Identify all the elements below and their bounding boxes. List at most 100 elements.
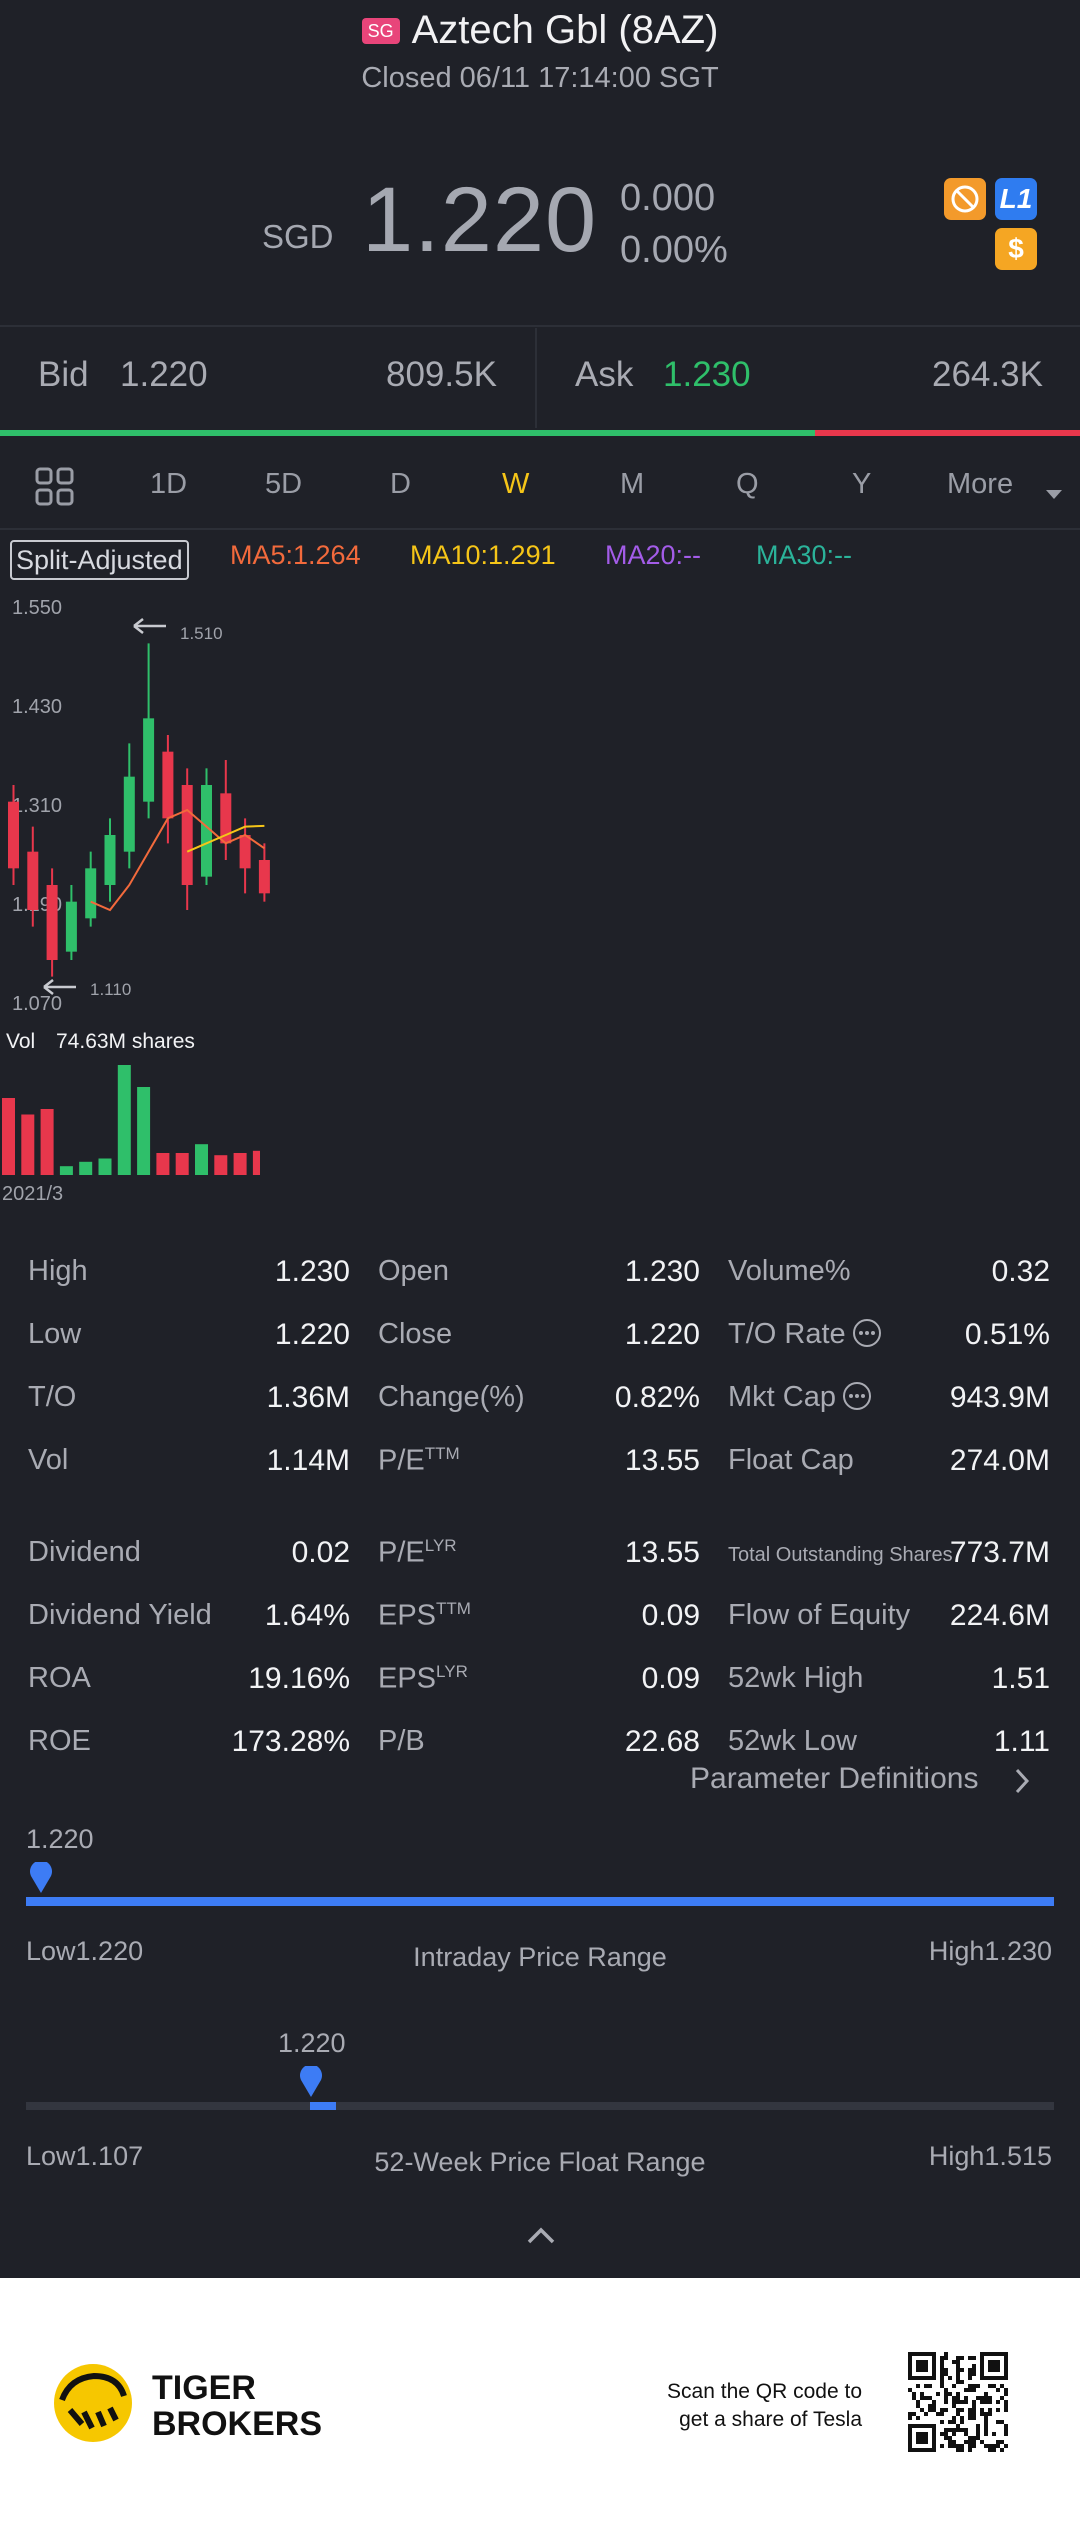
stat-value: 773.7M xyxy=(949,1536,1050,1569)
chart-layout-icon[interactable] xyxy=(34,466,76,516)
level1-icon[interactable]: L1 xyxy=(995,178,1037,220)
candle-body xyxy=(258,860,270,894)
qr-module xyxy=(952,2432,956,2436)
week52-high: High1.515 xyxy=(928,2141,1052,2171)
tab-1d[interactable]: 1D xyxy=(150,468,188,500)
qr-module xyxy=(940,2364,944,2368)
min-price-marker: 1.110 xyxy=(90,980,132,999)
ask-label: Ask xyxy=(575,355,634,394)
qr-module xyxy=(1004,2404,1008,2408)
qr-module xyxy=(1004,2428,1008,2432)
stat-value: 1.64% xyxy=(264,1599,350,1632)
tab-m[interactable]: M xyxy=(620,468,645,500)
stat-value: 1.36M xyxy=(266,1381,350,1414)
location-pin-icon xyxy=(300,2066,322,2097)
tab-q[interactable]: Q xyxy=(736,468,759,500)
candlestick-chart[interactable] xyxy=(0,600,1080,1020)
chevron-down-icon[interactable] xyxy=(1045,476,1063,509)
qr-module xyxy=(956,2412,960,2416)
tab-y[interactable]: Y xyxy=(852,468,872,500)
volume-bar xyxy=(252,1150,260,1175)
y-tick: 1.310 xyxy=(12,795,63,817)
qr-module xyxy=(980,2408,984,2412)
qr-module xyxy=(976,2424,980,2428)
y-tick: 1.550 xyxy=(12,597,63,619)
stat-value: 13.55 xyxy=(624,1444,700,1477)
more-info-icon[interactable] xyxy=(852,1318,882,1348)
tab-5d[interactable]: 5D xyxy=(265,468,303,500)
candle-body xyxy=(201,785,212,877)
qr-module xyxy=(972,2368,976,2372)
qr-module xyxy=(932,2400,936,2404)
qr-module xyxy=(956,2428,960,2432)
qr-module xyxy=(944,2428,948,2432)
stat-label: Flow of Equity xyxy=(728,1599,911,1631)
qr-module xyxy=(1000,2396,1004,2400)
qr-module xyxy=(956,2368,960,2372)
qr-module xyxy=(940,2420,944,2424)
tab-more[interactable]: More xyxy=(947,468,1014,500)
stat-label: P/ELYR xyxy=(378,1536,457,1569)
candle-body xyxy=(85,868,97,919)
tab-w[interactable]: W xyxy=(502,468,530,500)
qr-module xyxy=(956,2424,960,2428)
tiger-logo-icon xyxy=(54,2364,132,2442)
chevron-up-icon[interactable] xyxy=(526,2226,556,2244)
qr-module xyxy=(948,2420,952,2424)
chevron-right-icon[interactable] xyxy=(1014,1768,1030,1794)
qr-module xyxy=(1004,2432,1008,2436)
tab-d[interactable]: D xyxy=(390,468,411,500)
arrow-left-icon xyxy=(43,979,76,995)
week52-range-track xyxy=(26,2102,1054,2110)
qr-module xyxy=(976,2436,980,2440)
qr-module xyxy=(968,2384,972,2388)
qr-module xyxy=(956,2400,960,2404)
candle-body xyxy=(27,851,39,910)
intraday-current: 1.220 xyxy=(26,1824,94,1854)
ma5-label: MA5:1.264 xyxy=(230,540,361,570)
qr-module xyxy=(980,2440,984,2444)
qr-module xyxy=(992,2444,996,2448)
bid-label: Bid xyxy=(38,355,89,394)
volume-label: Vol xyxy=(6,1030,36,1053)
no-short-icon[interactable] xyxy=(944,178,986,220)
bid-size: 809.5K xyxy=(386,355,497,394)
divider xyxy=(535,328,537,428)
stat-label: P/ETTM xyxy=(378,1444,460,1477)
qr-module xyxy=(972,2364,976,2368)
qr-module xyxy=(944,2392,948,2396)
x-tick: 2021/3 xyxy=(2,1183,64,1205)
stat-label-sup: LYR xyxy=(436,1662,468,1681)
candle-body xyxy=(104,835,116,885)
stat-value: 19.16% xyxy=(248,1662,350,1695)
qr-module xyxy=(964,2396,968,2400)
dollar-icon[interactable]: $ xyxy=(995,228,1037,270)
qr-module xyxy=(928,2384,932,2388)
qr-module xyxy=(944,2400,948,2404)
stat-value: 0.32 xyxy=(991,1255,1050,1288)
more-info-icon[interactable] xyxy=(842,1381,872,1411)
qr-module xyxy=(940,2408,944,2412)
stat-value: 1.220 xyxy=(624,1318,700,1351)
qr-module xyxy=(940,2384,944,2388)
qr-module xyxy=(952,2404,956,2408)
qr-module xyxy=(952,2444,956,2448)
qr-module xyxy=(984,2400,988,2404)
stat-value: 0.09 xyxy=(641,1662,700,1695)
parameter-definitions-link[interactable]: Parameter Definitions xyxy=(690,1762,979,1795)
qr-module xyxy=(1000,2448,1004,2452)
qr-module xyxy=(968,2372,972,2376)
currency-label: SGD xyxy=(262,218,334,255)
y-tick: 1.070 xyxy=(12,993,63,1015)
stat-label: Float Cap xyxy=(728,1444,854,1476)
qr-code[interactable] xyxy=(908,2352,1008,2452)
qr-module xyxy=(984,2432,988,2436)
split-adjusted-toggle[interactable]: Split-Adjusted xyxy=(10,540,189,580)
week52-range-fill xyxy=(310,2102,336,2110)
location-pin-icon xyxy=(30,1862,52,1893)
qr-module xyxy=(908,2412,912,2416)
qr-module xyxy=(992,2448,996,2452)
stat-value: 1.230 xyxy=(624,1255,700,1288)
qr-module xyxy=(952,2396,956,2400)
qr-module xyxy=(996,2388,1000,2392)
